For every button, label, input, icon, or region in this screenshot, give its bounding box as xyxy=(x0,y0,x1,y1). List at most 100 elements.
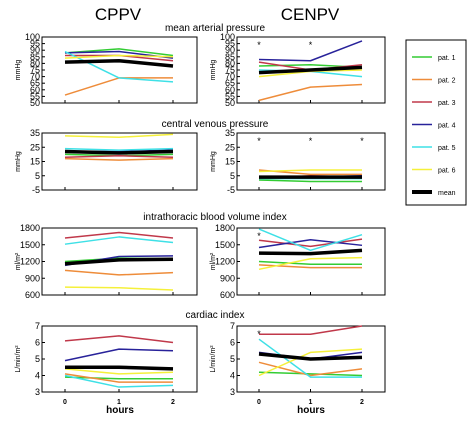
series-line-pat-3 xyxy=(259,325,363,335)
chart-panels: 50556065707580859095100mmHg5055606570758… xyxy=(15,32,386,406)
y-tick-label: 95 xyxy=(30,39,40,49)
y-tick-label: 4 xyxy=(230,371,235,381)
series-line-pat-2 xyxy=(258,83,363,102)
series-line-pat-4 xyxy=(64,348,174,362)
y-tick-label: 100 xyxy=(220,32,235,42)
y-tick-label: 900 xyxy=(25,273,40,283)
series-line-pat-3 xyxy=(64,231,174,239)
y-tick-label: 1500 xyxy=(20,240,40,250)
panel-title-cvp: central venous pressure xyxy=(162,119,269,130)
panel-frame xyxy=(41,132,198,191)
y-tick-label: 5 xyxy=(230,354,235,364)
series-line-pat-6 xyxy=(64,133,174,139)
x-axis-label-cenpv: hours xyxy=(297,405,325,416)
y-axis-label: mmHg xyxy=(15,151,22,172)
series-line-mean xyxy=(64,59,174,68)
series-line-pat-1 xyxy=(64,376,173,380)
y-tick-label: 35 xyxy=(225,128,235,138)
y-tick-label: 25 xyxy=(225,142,235,152)
y-tick-label: 1500 xyxy=(215,240,235,250)
y-tick-label: 85 xyxy=(225,52,235,62)
y-tick-label: 60 xyxy=(30,85,40,95)
legend-label: pat. 3 xyxy=(438,100,456,107)
series-line-pat-3 xyxy=(258,238,363,248)
panel-2-cenpv: 600 900 1200 1500 1800 ml/m² * xyxy=(210,223,386,300)
legend-label: pat. 1 xyxy=(438,55,456,62)
y-axis-label: ml/m² xyxy=(15,252,22,270)
y-tick-label: 4 xyxy=(35,371,40,381)
y-tick-label: 5 xyxy=(230,171,235,181)
x-tick-label: 2 xyxy=(360,399,364,406)
legend-label: pat. 2 xyxy=(438,78,456,85)
y-tick-label: 95 xyxy=(225,39,235,49)
series-line-mean xyxy=(258,65,363,75)
legend-label: pat. 4 xyxy=(438,123,456,130)
series-line-mean xyxy=(258,352,363,361)
y-tick-label: 60 xyxy=(225,85,235,95)
significance-star: * xyxy=(257,136,261,146)
panel-title-ci: cardiac index xyxy=(186,310,245,321)
y-tick-label: 15 xyxy=(225,157,235,167)
y-tick-label: 1200 xyxy=(215,257,235,267)
panel-2-cppv: 600 900 1200 1500 1800 ml/m² xyxy=(15,223,198,300)
y-tick-label: 5 xyxy=(35,354,40,364)
x-tick-label: 0 xyxy=(257,399,261,406)
legend-label: pat. 6 xyxy=(438,168,456,175)
x-tick-label: 0 xyxy=(63,399,67,406)
series-line-pat-5 xyxy=(258,338,362,378)
y-tick-label: 1200 xyxy=(20,257,40,267)
y-axis-label: L/min/m² xyxy=(210,345,217,373)
x-axis-label-cppv: hours xyxy=(106,405,134,416)
series-line-mean xyxy=(64,257,174,266)
y-tick-label: 7 xyxy=(230,321,235,331)
y-tick-label: 90 xyxy=(225,45,235,55)
y-axis-label: L/min/m² xyxy=(15,345,22,373)
series-line-pat-2 xyxy=(258,361,363,377)
series-line-pat-5 xyxy=(64,374,174,388)
series-line-pat-2 xyxy=(64,373,173,383)
series-line-pat-4 xyxy=(258,40,363,62)
y-tick-label: 100 xyxy=(25,32,40,42)
y-tick-label: 6 xyxy=(230,338,235,348)
y-tick-label: 1800 xyxy=(20,223,40,233)
x-tick-label: 1 xyxy=(117,399,121,406)
significance-star: * xyxy=(257,231,261,241)
series-line-pat-3 xyxy=(64,155,174,158)
series-line-pat-6 xyxy=(64,54,174,59)
y-tick-label: 3 xyxy=(35,387,40,397)
y-axis-label: mmHg xyxy=(15,60,22,81)
series-line-pat-1 xyxy=(258,371,363,377)
y-tick-label: -5 xyxy=(227,185,235,195)
y-tick-label: 1800 xyxy=(215,223,235,233)
panel-3-cenpv: 3 4 5 6 7 L/min/m² 0 1 2 * xyxy=(210,321,386,406)
y-tick-label: 80 xyxy=(30,58,40,68)
column-title-cppv: CPPV xyxy=(95,5,142,24)
x-tick-label: 2 xyxy=(171,399,175,406)
y-tick-label: 65 xyxy=(30,78,40,88)
y-tick-label: 75 xyxy=(30,65,40,75)
y-tick-label: 50 xyxy=(30,98,40,108)
series-line-pat-1 xyxy=(64,48,174,57)
series-line-pat-2 xyxy=(64,157,174,161)
y-tick-label: -5 xyxy=(32,185,40,195)
significance-star: * xyxy=(309,136,313,146)
significance-star: * xyxy=(257,40,261,50)
y-tick-label: 75 xyxy=(225,65,235,75)
x-tick-label: 1 xyxy=(309,399,313,406)
y-tick-label: 25 xyxy=(30,142,40,152)
significance-star: * xyxy=(309,40,313,50)
y-tick-label: 55 xyxy=(30,91,40,101)
panel-title-map: mean arterial pressure xyxy=(165,23,265,34)
series-line-pat-6 xyxy=(258,256,363,271)
panel-title-itbvi: intrathoracic blood volume index xyxy=(143,212,286,223)
column-title-cenpv: CENPV xyxy=(281,5,340,24)
panel-3-cppv: 3 4 5 6 7 L/min/m² 0 1 2 xyxy=(15,321,198,406)
series-line-pat-2 xyxy=(64,269,174,276)
y-tick-label: 900 xyxy=(220,273,235,283)
series-line-mean xyxy=(65,365,174,371)
y-tick-label: 600 xyxy=(25,290,40,300)
y-tick-label: 50 xyxy=(225,98,235,108)
